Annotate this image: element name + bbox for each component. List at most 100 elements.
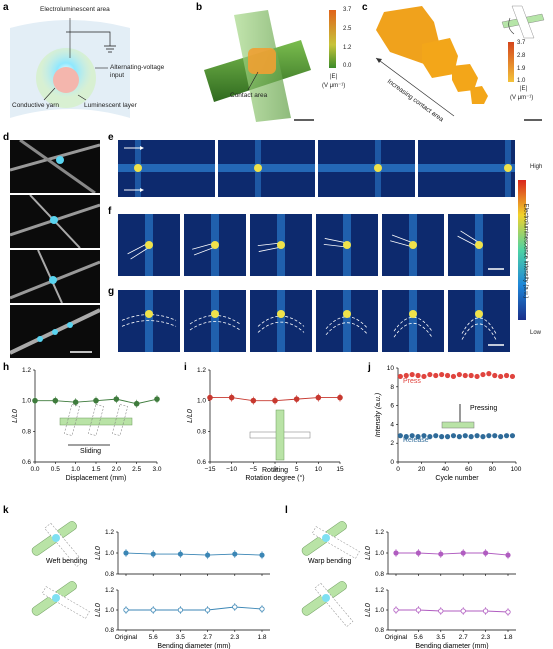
- warp-bending-pic-1: [301, 521, 360, 559]
- x-tick-label: 80: [489, 466, 497, 473]
- data-point: [293, 396, 300, 402]
- panel-label-b: b: [196, 2, 203, 13]
- data-point: [482, 550, 489, 556]
- data-point: [123, 607, 129, 613]
- x-axis-label: Rotation degree (°): [245, 474, 304, 482]
- x-tick-label: −10: [226, 466, 237, 473]
- data-point: [397, 373, 403, 380]
- colorbar-efg-title: Electroluminescence intensity (a.u.): [522, 203, 529, 299]
- photo-d-4: [9, 305, 101, 358]
- x-tick-label: Original: [385, 634, 408, 641]
- data-point: [250, 397, 257, 404]
- x-tick-label: 0: [396, 466, 400, 473]
- data-point: [450, 373, 457, 380]
- data-point: [205, 552, 211, 558]
- data-point: [474, 373, 480, 380]
- heatmap-e-1: [118, 140, 215, 197]
- panel-label-l: l: [285, 505, 288, 516]
- colorbar-c: [508, 42, 514, 82]
- x-tick-label: 3.0: [152, 466, 161, 473]
- heatmap-f-1: [118, 214, 180, 276]
- x-tick-label: 2.7: [459, 634, 468, 641]
- data-point: [113, 396, 120, 402]
- data-point: [337, 394, 343, 401]
- x-tick-label: 10: [315, 466, 323, 473]
- contact-shape-4: [470, 86, 488, 104]
- c-cbar-tick-2: 1.9: [517, 66, 526, 72]
- photo-d-1: [9, 138, 101, 195]
- y-tick-label: 2: [390, 440, 394, 447]
- data-point: [474, 433, 480, 439]
- charts-hij: 0.6 0.8 1.0 1.2 0.0 0.5 1.0 1.5 2.0 2.5 3.0 Displac…: [12, 365, 522, 482]
- conductive-core: [53, 67, 79, 93]
- x-tick-label: 5.6: [149, 634, 158, 641]
- heatmap-g-6: [448, 290, 510, 352]
- y-axis-label: L/L0: [365, 603, 372, 617]
- data-point: [503, 372, 510, 379]
- data-point: [433, 372, 439, 379]
- data-point: [509, 433, 516, 439]
- heatmap-g-5: [382, 290, 444, 352]
- heatmap-e-2: [218, 140, 315, 197]
- colorbar-efg-high: High: [530, 164, 543, 170]
- b-cbar-tick-1: 2.5: [343, 26, 352, 32]
- data-point: [403, 372, 409, 379]
- y-axis-label: L/L0: [187, 409, 194, 423]
- y-tick-label: 1.2: [375, 529, 384, 536]
- y-tick-label: 10: [387, 365, 395, 372]
- series-line: [396, 609, 509, 613]
- photo-d-3: [9, 249, 101, 304]
- data-point: [207, 394, 213, 401]
- data-point: [393, 607, 399, 613]
- label-conductive-yarn: Conductive yarn: [12, 102, 59, 109]
- data-point: [150, 551, 156, 557]
- data-point: [486, 433, 492, 439]
- data-point: [409, 371, 415, 378]
- series-line: [125, 552, 263, 556]
- data-point: [52, 397, 59, 404]
- heatmap-g-3: [250, 290, 312, 352]
- heatmap-e-4: [418, 140, 515, 197]
- legend-press: Press: [403, 378, 421, 385]
- data-point: [503, 433, 510, 439]
- x-tick-label: 15: [336, 466, 344, 473]
- charts-kl: 0.8 1.0 1.2 L/L0 0.8 1.0 1.2 Original 5.6 3.5 2.7 2…: [31, 521, 516, 649]
- data-point: [456, 434, 462, 440]
- panel-b-simulation: [204, 10, 336, 122]
- x-tick-label: 100: [511, 466, 522, 473]
- photo-d-2: [9, 194, 101, 249]
- y-tick-label: 4: [390, 421, 394, 428]
- y-tick-label: 1.2: [197, 367, 206, 374]
- panel-label-g: g: [108, 286, 115, 297]
- y-tick-label: 0.6: [197, 459, 206, 466]
- x-axis-label: Bending diameter (mm): [415, 643, 488, 649]
- b-cbar-unit-top: |E|: [330, 74, 338, 80]
- heatmap-e-3: [318, 140, 415, 197]
- panel-label-e: e: [108, 132, 114, 143]
- data-point: [450, 433, 457, 439]
- x-tick-label: Original: [115, 634, 138, 641]
- data-point: [427, 371, 433, 378]
- y-tick-label: 0.8: [375, 627, 384, 634]
- y-tick-label: 0.8: [22, 428, 31, 435]
- data-point: [415, 372, 421, 379]
- data-point: [438, 608, 444, 614]
- y-tick-label: 1.0: [375, 607, 384, 614]
- x-tick-label: −5: [250, 466, 258, 473]
- c-cbar-tick-1: 2.8: [517, 53, 526, 59]
- label-input: input: [110, 72, 125, 79]
- data-point: [480, 371, 486, 378]
- heatmap-g-4: [316, 290, 378, 352]
- y-tick-label: 6: [390, 403, 394, 410]
- panel-label-d: d: [3, 132, 10, 143]
- heatmap-g-2: [184, 290, 246, 352]
- annotation-warp-bending: Warp bending: [308, 558, 351, 565]
- y-axis-label: Intensity (a.u.): [375, 393, 382, 437]
- y-tick-label: 0.8: [197, 428, 206, 435]
- x-tick-label: 1.8: [257, 634, 266, 641]
- c-cbar-tick-3: 1.0: [517, 78, 526, 84]
- x-axis-label: Cycle number: [435, 475, 479, 482]
- x-tick-label: 60: [465, 466, 473, 473]
- contact-shape-2: [422, 38, 458, 78]
- heatmap-f-4: [316, 214, 378, 276]
